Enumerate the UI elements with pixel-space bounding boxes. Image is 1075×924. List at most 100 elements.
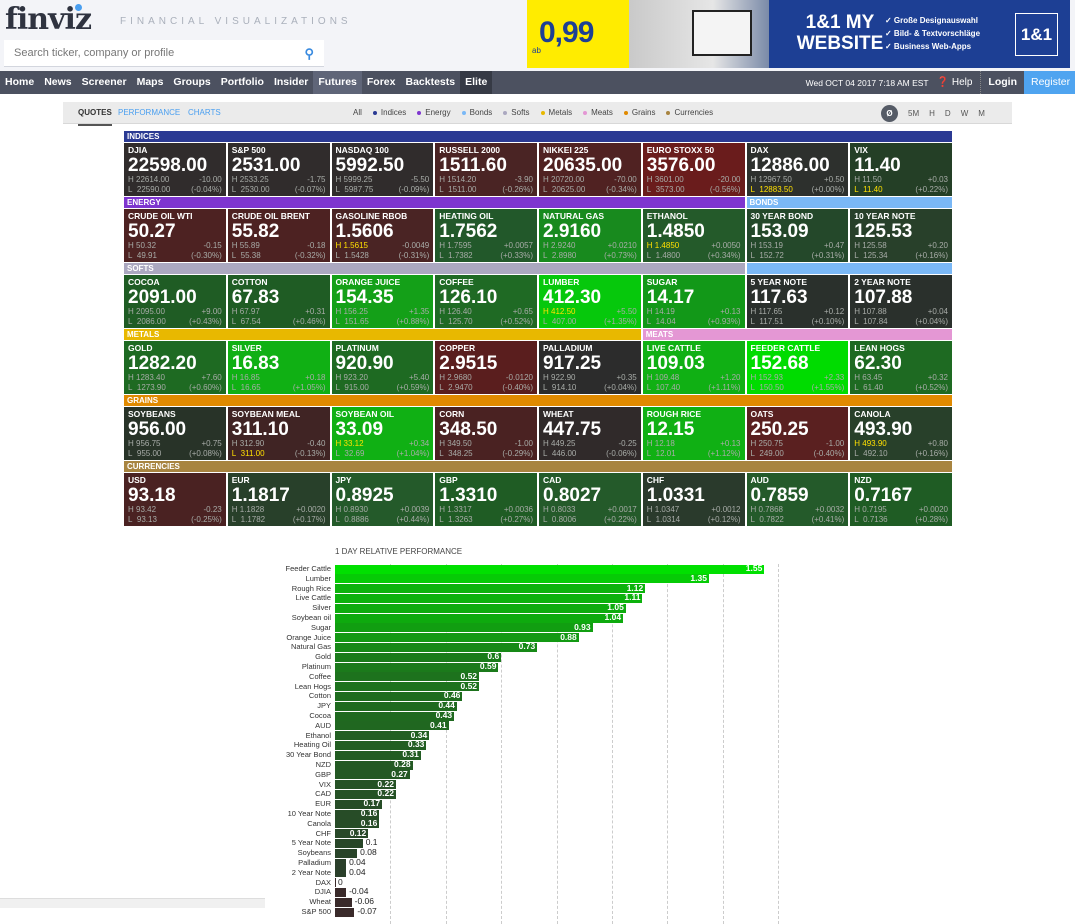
nav-forex[interactable]: Forex [366,76,396,88]
bar[interactable] [335,799,383,809]
filter-meats[interactable]: Meats [583,102,613,124]
futures-tile[interactable]: SOYBEANS 956.00 H 956.75 +0.75 L 955.00 (+… [124,407,226,460]
bar[interactable] [335,574,709,584]
section-header-grains[interactable]: GRAINS [124,395,952,406]
bar[interactable] [335,603,626,613]
filter-all[interactable]: All [353,102,362,124]
bar[interactable] [335,829,369,839]
futures-tile[interactable]: COTTON 67.83 H 67.97 +0.31 L 67.54 (+0.46%… [227,275,330,328]
nav-maps[interactable]: Maps [136,76,164,88]
nav-groups[interactable]: Groups [173,76,211,88]
search-input[interactable]: Search ticker, company or profile ⚲ [4,40,324,67]
bar[interactable] [335,613,624,623]
futures-tile[interactable]: 5 YEAR NOTE 117.63 H 117.65 +0.12 L 117.5… [746,275,849,328]
bar[interactable] [335,858,347,868]
futures-tile[interactable]: NZD 0.7167 H 0.7195 +0.0020 L 0.7136 (+0.2… [850,473,952,526]
futures-tile[interactable]: GBP 1.3310 H 1.3317 +0.0036 L 1.3263 (+0.2… [435,473,537,526]
bar[interactable] [335,760,413,770]
filter-energy[interactable]: Energy [417,102,451,124]
bar[interactable] [335,682,480,692]
bar[interactable] [335,780,396,790]
help-link[interactable]: ❓ Help [937,77,973,88]
bar[interactable] [335,623,593,633]
nav-portfolio[interactable]: Portfolio [220,76,264,88]
futures-tile[interactable]: RUSSELL 2000 1511.60 H 1514.20 -3.90 L 15… [435,143,537,196]
bar[interactable] [335,887,347,897]
futures-tile[interactable]: EUR 1.1817 H 1.1828 +0.0020 L 1.1782 (+0.1… [227,473,330,526]
filter-currencies[interactable]: Currencies [666,102,713,124]
bar[interactable] [335,633,579,643]
bar[interactable] [335,809,380,819]
futures-tile[interactable]: VIX 11.40 H 11.50 +0.03 L 11.40 (+0.22%) [850,143,952,196]
futures-tile[interactable]: GASOLINE RBOB 1.5606 H 1.5615 -0.0049 L 1… [331,209,434,262]
futures-tile[interactable]: S&P 500 2531.00 H 2533.25 -1.75 L 2530.00… [227,143,330,196]
tab-charts[interactable]: CHARTS [188,108,221,117]
futures-tile[interactable]: CORN 348.50 H 349.50 -1.00 L 348.25 (-0.29… [435,407,537,460]
futures-tile[interactable]: ORANGE JUICE 154.35 H 156.25 +1.35 L 151.… [331,275,434,328]
timeframe-m[interactable]: M [978,109,985,118]
futures-tile[interactable]: 2 YEAR NOTE 107.88 H 107.88 +0.04 L 107.8… [850,275,952,328]
futures-tile[interactable]: SILVER 16.83 H 16.85 +0.18 L 16.65 (+1.05%… [227,341,330,394]
futures-tile[interactable]: DJIA 22598.00 H 22614.00 -10.00 L 22590.0… [124,143,226,196]
nav-futures[interactable]: Futures [313,71,362,94]
futures-tile[interactable]: SOYBEAN OIL 33.09 H 33.12 +0.34 L 32.69 (+… [331,407,434,460]
filter-metals[interactable]: Metals [540,102,572,124]
bar[interactable] [335,652,502,662]
bar[interactable] [335,593,643,603]
section-header-softs[interactable]: SOFTS [124,263,745,274]
bar[interactable] [335,878,336,888]
search-icon[interactable]: ⚲ [304,46,314,61]
section-header-metals[interactable]: METALS [124,329,641,340]
futures-tile[interactable]: AUD 0.7859 H 0.7868 +0.0032 L 0.7822 (+0.4… [746,473,849,526]
section-header-indices[interactable]: INDICES [124,131,952,142]
futures-tile[interactable]: LIVE CATTLE 109.03 H 109.48 +1.20 L 107.4… [642,341,745,394]
bar[interactable] [335,907,355,917]
futures-tile[interactable]: USD 93.18 H 93.42 -0.23 L 93.13 (-0.25%) [124,473,226,526]
futures-tile[interactable]: ETHANOL 1.4850 H 1.4850 +0.0050 L 1.4800 (… [642,209,745,262]
filter-bonds[interactable]: Bonds [461,102,492,124]
nav-backtests[interactable]: Backtests [405,76,456,88]
section-header-meats[interactable]: MEATS [642,329,952,340]
horizontal-scrollbar[interactable] [0,898,265,908]
futures-tile[interactable]: 10 YEAR NOTE 125.53 H 125.58 +0.20 L 125.… [850,209,952,262]
futures-tile[interactable]: OATS 250.25 H 250.75 -1.00 L 249.00 (-0.40… [746,407,849,460]
nav-screener[interactable]: Screener [81,76,127,88]
bar[interactable] [335,584,646,594]
bar[interactable] [335,897,352,907]
bar[interactable] [335,789,396,799]
bar[interactable] [335,642,538,652]
timeframe-w[interactable]: W [960,109,969,118]
futures-tile[interactable]: CRUDE OIL BRENT 55.82 H 55.89 -0.18 L 55.… [227,209,330,262]
register-button[interactable]: Register [1024,71,1075,94]
futures-tile[interactable]: COFFEE 126.10 H 126.40 +0.65 L 125.70 (+0.… [435,275,537,328]
filter-softs[interactable]: Softs [503,102,530,124]
futures-tile[interactable]: HEATING OIL 1.7562 H 1.7595 +0.0057 L 1.7… [435,209,537,262]
tab-quotes[interactable]: QUOTES [78,102,112,126]
bar[interactable] [335,770,410,780]
tab-performance[interactable]: PERFORMANCE [118,108,181,117]
bar[interactable] [335,731,430,741]
futures-tile[interactable]: CAD 0.8027 H 0.8033 +0.0017 L 0.8006 (+0.2… [539,473,641,526]
futures-tile[interactable]: LEAN HOGS 62.30 H 63.45 +0.32 L 61.40 (+0.… [850,341,952,394]
futures-tile[interactable]: COPPER 2.9515 H 2.9680 -0.0120 L 2.9470 (-… [435,341,537,394]
nav-news[interactable]: News [44,76,72,88]
futures-tile[interactable]: FEEDER CATTLE 152.68 H 152.93 +2.33 L 150… [746,341,849,394]
bar[interactable] [335,711,455,721]
futures-tile[interactable]: LUMBER 412.30 H 412.50 +5.50 L 407.00 (+1.… [539,275,641,328]
nav-elite[interactable]: Elite [460,71,493,94]
bar[interactable] [335,564,765,574]
futures-tile[interactable]: COCOA 2091.00 H 2095.00 +9.00 L 2086.00 (+… [124,275,226,328]
section-header-bonds[interactable]: BONDS [746,197,952,208]
section-header[interactable] [746,263,952,274]
futures-tile[interactable]: CHF 1.0331 H 1.0347 +0.0012 L 1.0314 (+0.1… [642,473,745,526]
futures-tile[interactable]: CRUDE OIL WTI 50.27 H 50.32 -0.15 L 49.91… [124,209,226,262]
timeframe-d[interactable]: D [944,109,951,118]
futures-tile[interactable]: SUGAR 14.17 H 14.19 +0.13 L 14.04 (+0.93%) [642,275,745,328]
futures-tile[interactable]: EURO STOXX 50 3576.00 H 3601.00 -20.00 L … [642,143,745,196]
futures-tile[interactable]: 30 YEAR BOND 153.09 H 153.19 +0.47 L 152.… [746,209,849,262]
futures-tile[interactable]: DAX 12886.00 H 12967.50 +0.50 L 12883.50 (… [746,143,849,196]
futures-tile[interactable]: CANOLA 493.90 H 493.90 +0.80 L 492.10 (+0.… [850,407,952,460]
finviz-logo[interactable]: finviz [5,2,92,37]
filter-grains[interactable]: Grains [623,102,655,124]
futures-tile[interactable]: WHEAT 447.75 H 449.25 -0.25 L 446.00 (-0.0… [539,407,641,460]
